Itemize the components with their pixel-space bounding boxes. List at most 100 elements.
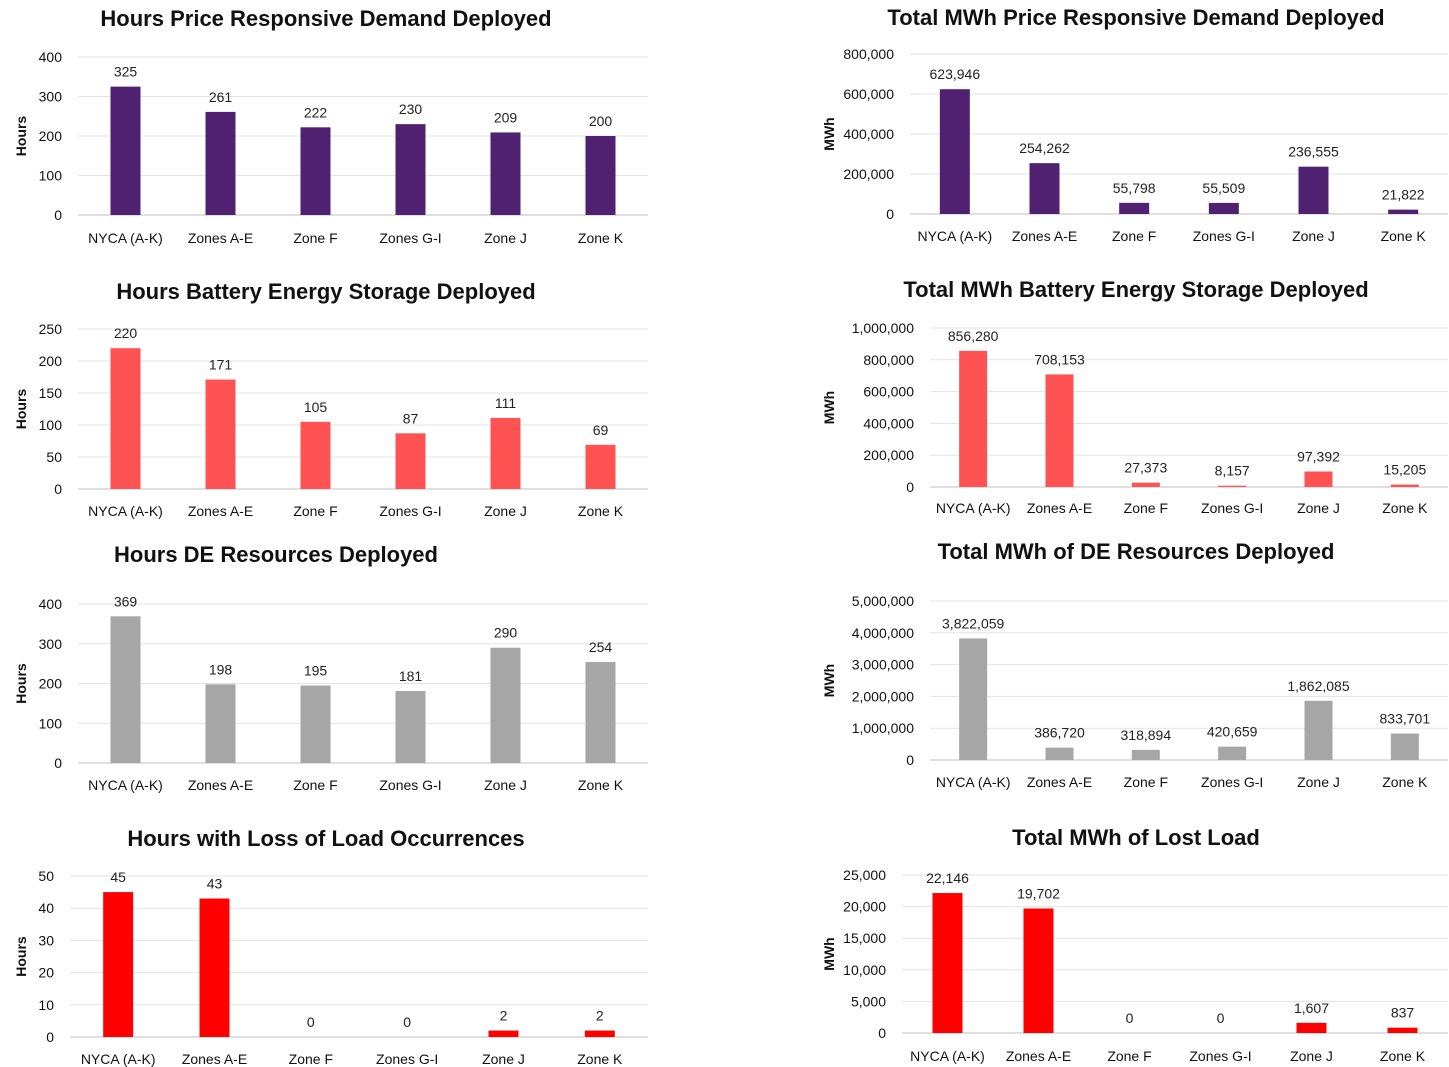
x-tick-label: Zone K (1381, 228, 1427, 244)
x-tick-label: Zone K (1382, 500, 1428, 516)
x-tick-label: Zones G-I (379, 777, 441, 793)
bar (103, 892, 134, 1037)
chart-title: Hours DE Resources Deployed (114, 542, 438, 567)
data-label: 198 (209, 661, 233, 677)
y-tick-label: 100 (39, 168, 63, 184)
data-label: 1,862,085 (1287, 678, 1349, 694)
data-label: 181 (399, 668, 423, 684)
data-label: 200 (589, 113, 613, 129)
bar (1298, 166, 1329, 214)
y-tick-label: 0 (878, 1025, 886, 1041)
bar (1304, 700, 1333, 760)
data-label: 2 (596, 1008, 604, 1024)
bar (959, 638, 988, 760)
data-label: 2 (500, 1008, 508, 1024)
y-tick-label: 100 (39, 715, 63, 731)
bar (959, 350, 988, 487)
bar (205, 379, 236, 489)
bar (1045, 747, 1074, 760)
x-tick-label: Zones A-E (1012, 228, 1077, 244)
y-axis-label: Hours (13, 116, 29, 157)
y-tick-label: 600,000 (843, 86, 894, 102)
data-label: 111 (495, 395, 516, 411)
data-label: 222 (304, 104, 328, 120)
chart-title: Hours with Loss of Load Occurrences (127, 826, 524, 851)
x-tick-label: Zone K (577, 1051, 623, 1067)
y-tick-label: 15,000 (843, 930, 886, 946)
x-tick-label: Zone K (1380, 1048, 1426, 1064)
bar (932, 893, 963, 1033)
x-tick-label: Zone F (1112, 228, 1156, 244)
bar (300, 127, 331, 215)
data-label: 318,894 (1121, 727, 1172, 743)
data-label: 171 (209, 357, 233, 373)
data-label: 856,280 (948, 328, 999, 344)
bar (1388, 209, 1419, 214)
bar (395, 433, 426, 489)
bar-chart-3: Hours Battery Energy Storage Deployed Hou… (13, 279, 648, 519)
x-tick-label: Zone J (484, 503, 527, 519)
x-tick-label: Zones A-E (1006, 1048, 1071, 1064)
y-tick-label: 2,000,000 (852, 688, 914, 704)
y-tick-label: 30 (38, 932, 54, 948)
data-label: 209 (494, 109, 518, 125)
x-tick-label: NYCA (A-K) (88, 777, 163, 793)
bar-chart-8: Total MWh of Lost Load MWh 0 5,000 10,000 15,… (821, 825, 1448, 1064)
x-tick-label: Zone K (578, 503, 624, 519)
y-tick-label: 250 (39, 321, 63, 337)
y-tick-label: 400,000 (843, 126, 894, 142)
data-label: 708,153 (1034, 351, 1085, 367)
x-tick-label: Zone J (484, 230, 527, 246)
x-tick-label: Zone J (484, 777, 527, 793)
y-axis-label: MWh (821, 664, 837, 697)
bar (490, 647, 521, 763)
bar (110, 86, 141, 215)
bar (1387, 1027, 1418, 1033)
data-label: 254 (589, 639, 613, 655)
x-tick-label: Zones A-E (1027, 500, 1092, 516)
data-label: 87 (403, 410, 419, 426)
data-label: 230 (399, 101, 423, 117)
y-tick-label: 3,000,000 (852, 657, 914, 673)
bar (1119, 202, 1150, 214)
x-tick-label: Zones G-I (1189, 1048, 1251, 1064)
data-label: 261 (209, 89, 233, 105)
bar (205, 684, 236, 763)
y-axis-label: Hours (13, 389, 29, 430)
bar (110, 616, 141, 763)
y-tick-label: 5,000 (851, 993, 886, 1009)
data-label: 8,157 (1215, 463, 1250, 479)
y-tick-label: 200 (39, 353, 63, 369)
data-label: 1,607 (1294, 1000, 1329, 1016)
data-label: 0 (1126, 1010, 1134, 1026)
data-label: 837 (1391, 1005, 1415, 1021)
data-label: 55,509 (1202, 180, 1245, 196)
x-tick-label: Zone F (1107, 1048, 1151, 1064)
x-tick-label: NYCA (A-K) (88, 503, 163, 519)
bar (1304, 471, 1333, 487)
data-label: 27,373 (1124, 460, 1167, 476)
x-tick-label: Zone J (1292, 228, 1335, 244)
bar-chart-5: Hours DE Resources Deployed Hours 0 100 200 3… (13, 542, 648, 793)
x-tick-label: Zones A-E (188, 777, 253, 793)
y-axis-label: Hours (13, 663, 29, 704)
y-tick-label: 0 (54, 755, 62, 771)
data-label: 0 (1217, 1010, 1225, 1026)
y-tick-label: 100 (39, 417, 63, 433)
data-label: 220 (114, 325, 138, 341)
x-tick-label: Zones G-I (376, 1051, 438, 1067)
y-tick-label: 400 (39, 596, 63, 612)
x-tick-label: Zone K (1382, 774, 1428, 790)
bar-chart-6: Total MWh of DE Resources Deployed MWh 0 1,… (821, 539, 1448, 790)
y-tick-label: 800,000 (843, 46, 894, 62)
y-tick-label: 600,000 (863, 384, 914, 400)
chart-title: Hours Price Responsive Demand Deployed (100, 6, 551, 31)
x-tick-label: Zone F (293, 230, 337, 246)
x-tick-label: NYCA (A-K) (917, 228, 992, 244)
y-tick-label: 0 (906, 479, 914, 495)
data-label: 43 (207, 876, 223, 892)
y-tick-label: 40 (38, 900, 54, 916)
bar (199, 898, 230, 1037)
x-tick-label: Zone J (1297, 500, 1340, 516)
data-label: 833,701 (1380, 710, 1431, 726)
